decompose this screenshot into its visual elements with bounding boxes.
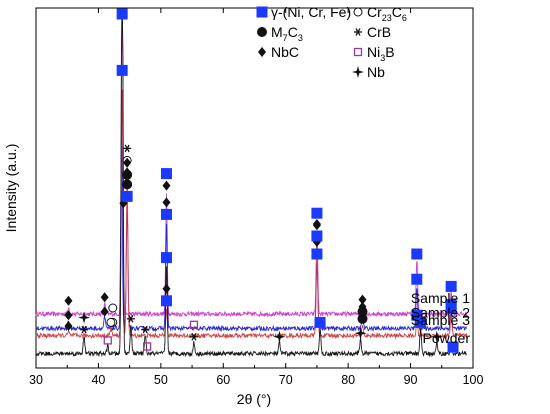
series-line [35, 14, 467, 318]
diamond-legend-icon [258, 47, 266, 57]
series-label: Powder [423, 330, 471, 346]
asterisk-marker [123, 144, 132, 153]
asterisk-marker [189, 333, 198, 341]
asterisk-marker [141, 325, 150, 334]
filled-circle-marker [122, 179, 133, 190]
legend-label-part: 6 [402, 13, 407, 23]
x-tick-label: 60 [216, 373, 230, 387]
cross-star-marker [430, 330, 443, 343]
legend-label: Ni3B [367, 44, 395, 63]
square-marker [116, 8, 128, 20]
asterisk-marker [126, 315, 135, 323]
filled-circle-marker [357, 313, 368, 324]
square-marker [411, 273, 423, 285]
legend-label: M7C3 [271, 24, 303, 43]
cross-star-legend-icon [352, 66, 364, 78]
square-marker [160, 252, 172, 264]
legend-label: CrB [367, 24, 391, 40]
square-marker [314, 316, 326, 328]
square-marker [447, 341, 459, 353]
x-tick-label: 100 [463, 373, 484, 387]
diamond-marker [100, 292, 109, 303]
square-marker [415, 316, 427, 328]
legend-label-part: Cr [367, 4, 382, 20]
square-marker [411, 248, 423, 260]
square-marker [160, 208, 172, 220]
open-circle-marker [106, 317, 116, 327]
filled-circle-legend-icon [257, 27, 267, 37]
square-marker [311, 230, 323, 242]
diamond-marker [162, 180, 171, 191]
x-axis: 30 40 50 60 70 80 90 100 [29, 8, 483, 387]
diamond-marker [64, 310, 73, 321]
square-marker [160, 168, 172, 180]
x-tick-label: 90 [404, 373, 418, 387]
series-line [35, 14, 467, 358]
diamond-marker [123, 157, 132, 168]
open-square-marker [103, 336, 112, 345]
marker-layer [64, 8, 459, 353]
cross-star-marker [354, 327, 367, 340]
series-layer [35, 14, 467, 358]
x-tick-label: 80 [341, 373, 355, 387]
diamond-marker [358, 294, 367, 305]
cross-star-marker [78, 311, 91, 324]
legend-label: Nb [367, 64, 385, 80]
x-tick-label: 70 [279, 373, 293, 387]
y-axis-label: Intensity (a.u.) [3, 144, 19, 233]
square-marker [311, 248, 323, 260]
legend-label: NbC [271, 44, 299, 60]
x-tick-label: 50 [154, 373, 168, 387]
asterisk-legend-icon [354, 28, 362, 36]
filled-circle-marker [122, 169, 133, 180]
legend-label-part: Ni [367, 44, 380, 60]
diamond-marker [100, 306, 109, 317]
open-square-marker [142, 342, 152, 351]
square-legend-icon [256, 6, 268, 18]
legend-label-part: C [392, 4, 402, 20]
cross-star-marker [273, 330, 286, 343]
legend-label: Cr23C6 [367, 4, 407, 23]
x-axis-label: 2θ (°) [237, 391, 271, 407]
square-marker [121, 190, 133, 202]
diamond-marker [64, 295, 73, 306]
legend-label-part: 7 [283, 33, 288, 43]
legend-label-part: C [288, 24, 298, 40]
series-line [35, 89, 467, 340]
legend-label-part: 23 [382, 13, 392, 23]
series-label: Sample 3 [411, 312, 470, 328]
diamond-marker [162, 283, 171, 294]
series-line [35, 133, 467, 333]
series-label: Sample 1 [411, 290, 470, 306]
square-marker [311, 207, 323, 219]
asterisk-marker [80, 325, 89, 334]
legend-label-part: 3 [298, 33, 303, 43]
square-marker [116, 64, 128, 76]
square-marker [160, 295, 172, 307]
series-label: Sample 2 [411, 305, 470, 321]
legend-label-part: M [271, 24, 283, 40]
diamond-marker [64, 321, 73, 331]
x-tick-label: 40 [91, 373, 105, 387]
square-marker [445, 302, 457, 314]
legend-label-part: 3 [380, 53, 385, 63]
open-circle-marker [108, 303, 118, 313]
legend-label: γ-(Ni, Cr, Fe) [271, 4, 351, 20]
legend-label-part: B [385, 44, 394, 60]
open-square-marker [189, 320, 199, 329]
diamond-marker [358, 301, 367, 312]
square-marker [445, 280, 457, 292]
diamond-marker [312, 219, 321, 229]
open-circle-legend-icon [353, 7, 363, 17]
diamond-marker [162, 197, 171, 208]
square-marker [411, 309, 423, 321]
x-tick-label: 30 [29, 373, 43, 387]
open-square-legend-icon [353, 47, 363, 57]
